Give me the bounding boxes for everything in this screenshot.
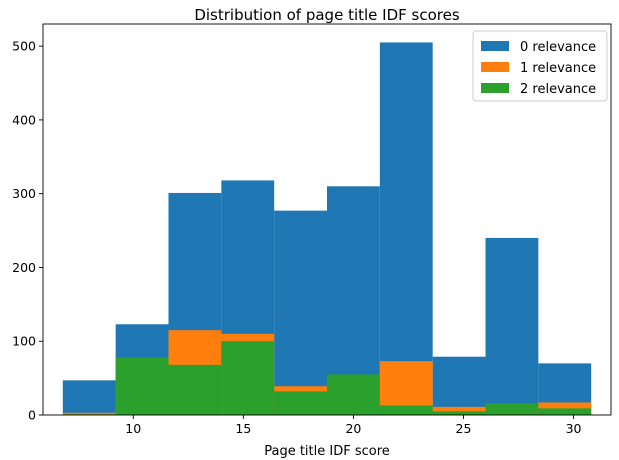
y-tick-label: 500 bbox=[12, 39, 36, 54]
legend-swatch bbox=[481, 62, 509, 72]
y-axis: 0 100 200 300 400 500 bbox=[12, 39, 43, 423]
bar-series-0-bin-0 bbox=[62, 380, 116, 415]
legend-label: 0 relevance bbox=[520, 40, 596, 55]
legend: 0 relevance 1 relevance 2 relevance bbox=[472, 30, 608, 102]
bar-series-1-bin-7 bbox=[432, 406, 486, 415]
bar-series-2-bin-9 bbox=[538, 408, 592, 415]
x-axis: 10 15 20 25 30 bbox=[125, 415, 582, 436]
bar-series-2-bin-3 bbox=[221, 341, 275, 415]
y-tick-label: 300 bbox=[12, 186, 36, 201]
bar-series-2-bin-8 bbox=[485, 403, 539, 415]
bar-series-0-bin-6 bbox=[379, 42, 433, 415]
x-tick-label: 25 bbox=[456, 421, 472, 436]
bar-series-2-bin-1 bbox=[115, 357, 169, 415]
legend-swatch bbox=[481, 83, 509, 93]
x-tick-label: 30 bbox=[566, 421, 582, 436]
y-tick-label: 100 bbox=[12, 334, 36, 349]
plot-frame bbox=[42, 23, 612, 416]
bar-series-0-bin-8 bbox=[485, 237, 539, 415]
bar-series-2-bin-2 bbox=[168, 364, 222, 415]
y-tick-label: 200 bbox=[12, 260, 36, 275]
legend-swatch bbox=[481, 41, 509, 51]
x-tick-label: 20 bbox=[345, 421, 361, 436]
x-tick-label: 10 bbox=[125, 421, 141, 436]
y-tick-label: 0 bbox=[28, 408, 36, 423]
bar-series-2-bin-6 bbox=[379, 405, 433, 415]
x-axis-label: Page title IDF score bbox=[264, 444, 390, 459]
bar-series-2-bin-4 bbox=[274, 391, 327, 415]
chart-title: Distribution of page title IDF scores bbox=[194, 6, 460, 24]
bar-series-2-bin-5 bbox=[327, 374, 380, 415]
legend-label: 2 relevance bbox=[520, 82, 596, 97]
bar-series-1-bin-0 bbox=[62, 412, 116, 415]
bar-series-2-bin-7 bbox=[432, 411, 486, 415]
bars-group bbox=[62, 42, 592, 415]
x-tick-label: 15 bbox=[235, 421, 251, 436]
bar-series-0-bin-4 bbox=[274, 210, 327, 415]
y-tick-label: 400 bbox=[12, 112, 36, 127]
legend-label: 1 relevance bbox=[520, 61, 596, 76]
bar-series-0-bin-7 bbox=[432, 356, 486, 415]
